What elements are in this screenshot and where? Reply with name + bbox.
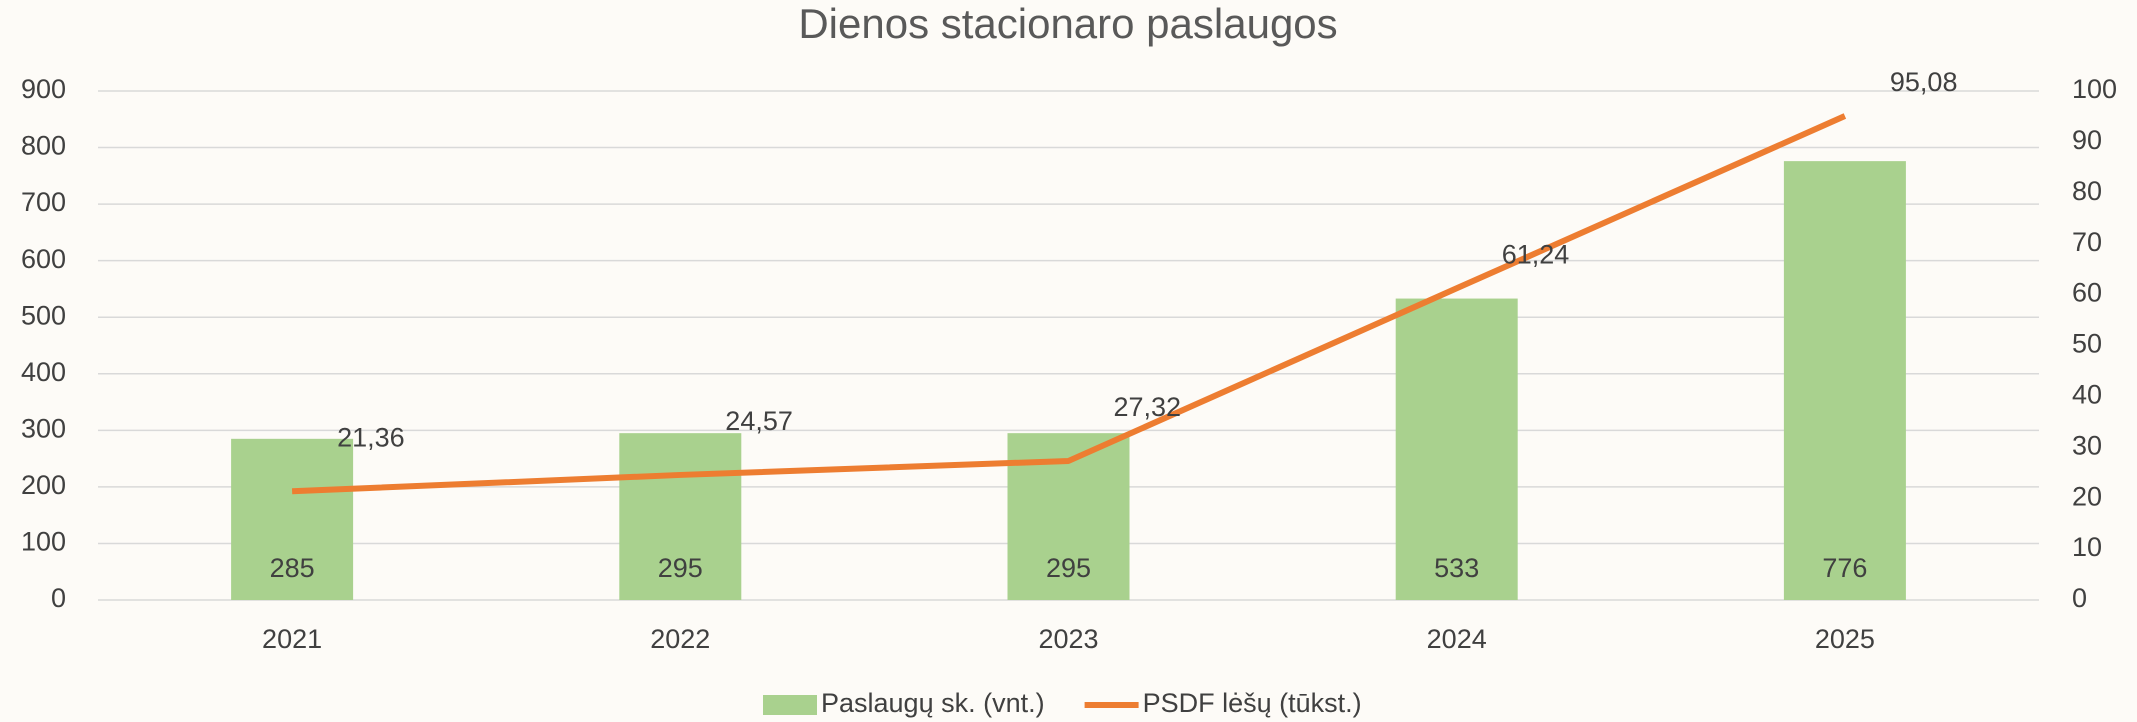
y-tick-label: 100 <box>21 527 66 557</box>
y2-tick-label: 0 <box>2072 583 2087 613</box>
bar <box>1783 161 1906 600</box>
y2-tick-label: 100 <box>2072 74 2117 104</box>
bar-value-label: 285 <box>270 553 315 583</box>
x-tick-label: 2024 <box>1427 624 1487 654</box>
y2-tick-label: 20 <box>2072 481 2102 511</box>
y2-tick-label: 70 <box>2072 227 2102 257</box>
y2-tick-label: 10 <box>2072 532 2102 562</box>
line <box>291 113 1847 495</box>
bar-value-label: 533 <box>1434 553 1479 583</box>
y-tick-label: 500 <box>21 300 66 330</box>
x-tick-label: 2025 <box>1815 624 1875 654</box>
bar <box>231 438 354 600</box>
bar <box>619 433 742 600</box>
line-value-label: 61,24 <box>1502 239 1570 269</box>
x-tick-label: 2021 <box>262 624 322 654</box>
y-tick-label: 200 <box>21 470 66 500</box>
y2-tick-label: 50 <box>2072 329 2102 359</box>
bar-value-label: 776 <box>1822 553 1867 583</box>
x-tick-label: 2023 <box>1038 624 1098 654</box>
y-tick-label: 300 <box>21 413 66 443</box>
chart-title: Dienos stacionaro paslaugos <box>798 0 1337 47</box>
x-tick-label: 2022 <box>650 624 710 654</box>
bar-value-label: 295 <box>658 553 703 583</box>
y2-tick-label: 30 <box>2072 430 2102 460</box>
legend-label: PSDF lėšų (tūkst.) <box>1143 688 1362 718</box>
line-value-label: 24,57 <box>725 406 793 436</box>
legend-swatch <box>763 695 817 715</box>
line-value-label: 95,08 <box>1890 67 1958 97</box>
legend-label: Paslaugų sk. (vnt.) <box>821 688 1045 718</box>
y2-tick-label: 60 <box>2072 278 2102 308</box>
y-tick-label: 400 <box>21 357 66 387</box>
y-tick-label: 0 <box>51 583 66 613</box>
y-tick-label: 900 <box>21 74 66 104</box>
y2-tick-label: 40 <box>2072 380 2102 410</box>
y-tick-label: 600 <box>21 244 66 274</box>
bar-value-label: 295 <box>1046 553 1091 583</box>
line-value-label: 27,32 <box>1114 392 1182 422</box>
line-value-label: 21,36 <box>337 422 405 452</box>
y2-tick-label: 90 <box>2072 125 2102 155</box>
y-tick-label: 800 <box>21 131 66 161</box>
y-tick-label: 700 <box>21 187 66 217</box>
bar <box>1395 298 1518 600</box>
y2-tick-label: 80 <box>2072 176 2102 206</box>
